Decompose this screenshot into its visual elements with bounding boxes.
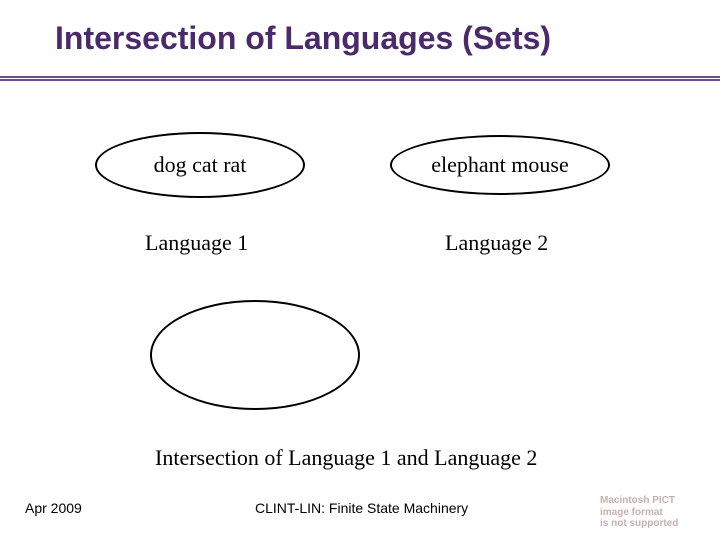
set2-ellipse: elephant mouse xyxy=(390,135,610,195)
set1-ellipse: dog cat rat xyxy=(95,132,305,198)
set1-label: Language 1 xyxy=(145,230,248,256)
set2-label: Language 2 xyxy=(445,230,548,256)
result-ellipse xyxy=(150,300,360,410)
footer-date: Apr 2009 xyxy=(25,500,82,516)
slide-title: Intersection of Languages (Sets) xyxy=(55,20,551,57)
set2-content: elephant mouse xyxy=(431,152,568,178)
missing-image-notice: Macintosh PICTimage formatis not support… xyxy=(600,495,678,530)
result-label: Intersection of Language 1 and Language … xyxy=(155,445,537,471)
set1-content: dog cat rat xyxy=(154,152,247,178)
title-divider xyxy=(0,76,720,81)
footer-center: CLINT-LIN: Finite State Machinery xyxy=(255,500,468,516)
